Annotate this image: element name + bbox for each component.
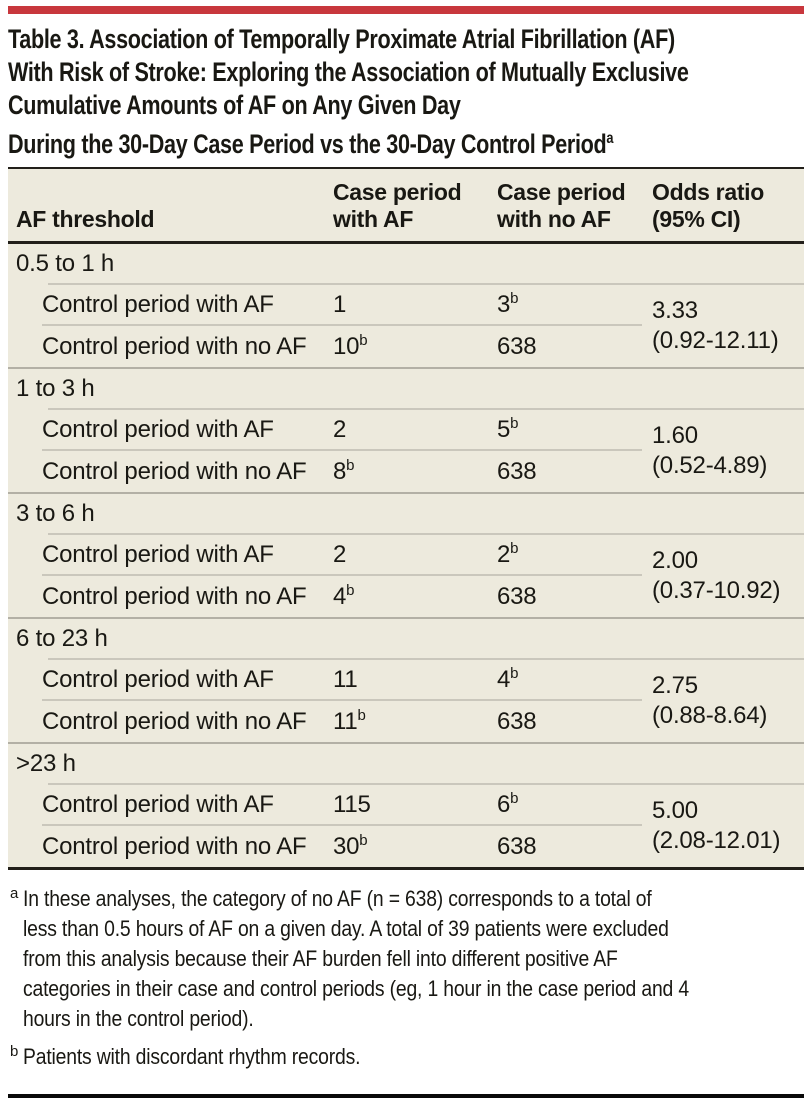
- table-group-6-to-23h: 6 to 23 h Control period with AF 11 4b 2…: [8, 617, 804, 742]
- group-label: 1 to 3 h: [16, 375, 95, 402]
- title-footnote-marker: a: [606, 130, 614, 147]
- row-label: Control period with AF: [42, 285, 333, 326]
- odds-ratio-ci: (2.08-12.01): [652, 827, 781, 854]
- footnote-b: b Patients with discordant rhythm record…: [8, 1042, 804, 1072]
- cell-case-af: 2: [333, 535, 497, 576]
- footnote-b-marker: b: [10, 1043, 19, 1060]
- cell-case-no-af: 5b: [497, 410, 642, 451]
- footnote-a: a In these analyses, the category of no …: [8, 884, 804, 1034]
- bottom-rule: [8, 1094, 804, 1098]
- group-rows: Control period with AF 2 2b 2.00 (0.37-1…: [8, 535, 804, 617]
- cell-case-af: 30b: [333, 831, 368, 860]
- cell-case-af: 10b: [333, 331, 368, 360]
- odds-ratio-value: 5.00: [652, 797, 698, 824]
- row-label: Control period with AF: [42, 410, 333, 451]
- col-header-odds-ratio: Odds ratio (95% CI): [652, 179, 765, 232]
- footnote-ref-b: b: [510, 539, 519, 557]
- row-label: Control period with no AF: [42, 707, 307, 735]
- footnote-ref-b: b: [510, 289, 519, 307]
- odds-ratio-ci: (0.88-8.64): [652, 702, 768, 729]
- footnote-ref-b: b: [346, 581, 355, 599]
- row-label: Control period with AF: [42, 660, 333, 701]
- row-label: Control period with AF: [42, 785, 333, 826]
- cell-odds-ratio: 2.75 (0.88-8.64): [652, 660, 796, 742]
- divider: [48, 283, 804, 285]
- cell-case-no-af: 638: [497, 332, 537, 360]
- odds-ratio-value: 2.00: [652, 547, 698, 574]
- footnote-a-text: In these analyses, the category of no AF…: [23, 886, 690, 1031]
- table-header-row: AF threshold Case period with AF Case pe…: [8, 169, 804, 244]
- row-label: Control period with no AF: [42, 832, 307, 860]
- cell-case-no-af: 6b: [497, 785, 642, 826]
- cell-case-af: 8b: [333, 456, 355, 485]
- footnote-ref-b: b: [510, 664, 519, 682]
- cell-case-no-af: 638: [497, 707, 537, 735]
- cell-odds-ratio: 3.33 (0.92-12.11): [652, 285, 796, 367]
- divider: [48, 783, 804, 785]
- cell-odds-ratio: 1.60 (0.52-4.89): [652, 410, 796, 492]
- divider: [48, 533, 804, 535]
- accent-top-bar: [8, 6, 804, 14]
- odds-ratio-value: 3.33: [652, 297, 698, 324]
- cell-case-no-af: 638: [497, 582, 537, 610]
- odds-ratio-ci: (0.52-4.89): [652, 452, 768, 479]
- cell-case-af: 2: [333, 410, 497, 451]
- cell-case-no-af: 638: [497, 457, 537, 485]
- table-group-gt-23h: >23 h Control period with AF 115 6b 5.00…: [8, 742, 804, 867]
- group-label: 0.5 to 1 h: [16, 250, 115, 277]
- table-title-block: Table 3. Association of Temporally Proxi…: [8, 23, 804, 167]
- group-rows: Control period with AF 11 4b 2.75 (0.88-…: [8, 660, 804, 742]
- odds-ratio-value: 1.60: [652, 422, 698, 449]
- table-group-3-to-6h: 3 to 6 h Control period with AF 2 2b 2.0…: [8, 492, 804, 617]
- row-label: Control period with AF: [42, 535, 333, 576]
- table-group-1-to-3h: 1 to 3 h Control period with AF 2 5b 1.6…: [8, 367, 804, 492]
- divider: [48, 408, 804, 410]
- table-title: Table 3. Association of Temporally Proxi…: [8, 23, 804, 161]
- odds-ratio-value: 2.75: [652, 672, 698, 699]
- odds-ratio-ci: (0.92-12.11): [652, 327, 779, 354]
- footnote-ref-b: b: [359, 331, 368, 349]
- group-rows: Control period with AF 115 6b 5.00 (2.08…: [8, 785, 804, 867]
- row-label: Control period with no AF: [42, 332, 307, 360]
- footnotes: a In these analyses, the category of no …: [8, 884, 804, 1072]
- col-header-case-no-af: Case period with no AF: [497, 179, 626, 232]
- footnote-ref-b: b: [346, 456, 355, 474]
- cell-case-no-af: 638: [497, 832, 537, 860]
- table-group-0.5-to-1h: 0.5 to 1 h Control period with AF 1 3b 3…: [8, 244, 804, 367]
- cell-case-af: 4b: [333, 581, 355, 610]
- col-header-af-threshold: AF threshold: [16, 206, 155, 232]
- row-label: Control period with no AF: [42, 457, 307, 485]
- footnote-a-marker: a: [10, 885, 19, 902]
- footnote-b-text: Patients with discordant rhythm records.: [23, 1044, 361, 1069]
- col-header-case-with-af: Case period with AF: [333, 179, 462, 232]
- divider: [48, 658, 804, 660]
- cell-odds-ratio: 2.00 (0.37-10.92): [652, 535, 796, 617]
- cell-case-no-af: 4b: [497, 660, 642, 701]
- group-label: 6 to 23 h: [16, 625, 108, 652]
- group-rows: Control period with AF 2 5b 1.60 (0.52-4…: [8, 410, 804, 492]
- footnote-ref-b: b: [510, 414, 519, 432]
- table-title-text: Table 3. Association of Temporally Proxi…: [8, 24, 689, 159]
- footnote-ref-b: b: [359, 831, 368, 849]
- cell-odds-ratio: 5.00 (2.08-12.01): [652, 785, 796, 867]
- cell-case-af: 1: [333, 285, 497, 326]
- group-rows: Control period with AF 1 3b 3.33 (0.92-1…: [8, 285, 804, 367]
- group-label: 3 to 6 h: [16, 500, 95, 527]
- row-label: Control period with no AF: [42, 582, 307, 610]
- group-label: >23 h: [16, 750, 76, 777]
- footnote-ref-b: b: [357, 706, 366, 724]
- table-panel: AF threshold Case period with AF Case pe…: [8, 167, 804, 870]
- cell-case-af: 11: [333, 660, 497, 701]
- footnote-ref-b: b: [510, 789, 519, 807]
- odds-ratio-ci: (0.37-10.92): [652, 577, 781, 604]
- cell-case-no-af: 2b: [497, 535, 642, 576]
- cell-case-no-af: 3b: [497, 285, 642, 326]
- cell-case-af: 11b: [333, 706, 366, 735]
- cell-case-af: 115: [333, 785, 497, 826]
